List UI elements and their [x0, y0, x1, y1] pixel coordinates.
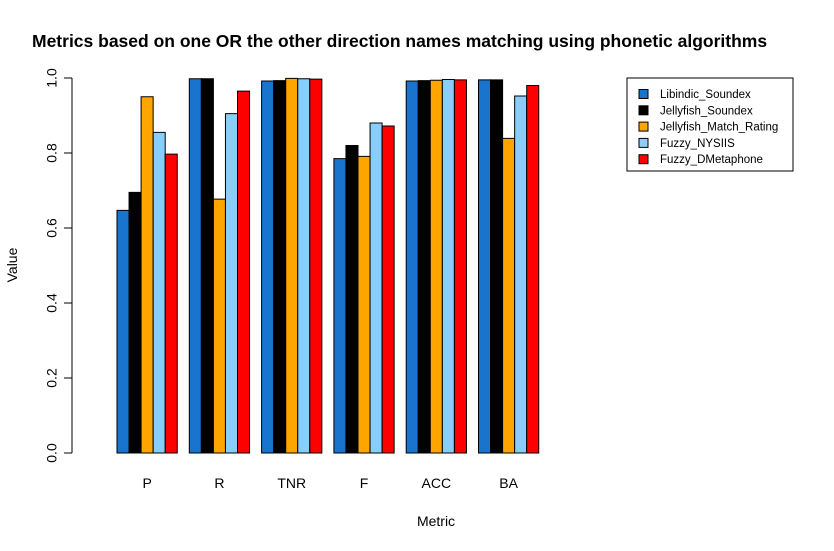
y-axis-label: Value [4, 247, 20, 282]
legend-swatch [638, 105, 649, 116]
y-tick-label: 0.8 [44, 143, 60, 163]
y-tick-label: 0.0 [44, 443, 60, 463]
legend-swatch [638, 121, 649, 132]
bar [417, 80, 431, 454]
bar [429, 79, 443, 454]
bar [369, 122, 383, 454]
legend-entry: Fuzzy_NYSIIS [660, 138, 735, 150]
legend-swatch [638, 89, 649, 99]
chart-title: Metrics based on one OR the other direct… [32, 31, 767, 51]
legend-entry: Libindic_Soundex [660, 89, 751, 101]
legend-entry: Jellyfish_Soundex [660, 105, 753, 117]
legend-entry: Fuzzy_DMetaphone [660, 154, 763, 166]
x-tick-labels: P R TNR F ACC BA [142, 475, 518, 491]
y-axis: 0.0 0.2 0.4 0.6 0.8 1.0 [44, 68, 73, 463]
y-tick-label: 1.0 [44, 68, 60, 88]
bar [188, 78, 202, 454]
x-tick-label: ACC [422, 475, 452, 491]
bar [514, 95, 528, 454]
bar [273, 80, 287, 454]
bar [357, 155, 371, 454]
legend-swatch [638, 137, 649, 148]
x-tick-label: F [360, 475, 369, 491]
bars-group [116, 77, 540, 454]
bar [261, 80, 275, 454]
legend-box [626, 77, 794, 172]
bar [333, 158, 347, 454]
bar [297, 78, 311, 454]
x-tick-label: BA [499, 475, 518, 491]
legend: Libindic_Soundex Jellyfish_Soundex Jellyfi… [626, 77, 794, 172]
y-tick-label: 0.6 [44, 218, 60, 238]
bar [140, 96, 154, 454]
bar [152, 131, 166, 454]
legend-swatch [638, 154, 649, 165]
bar [345, 145, 359, 454]
x-axis-label: Metric [417, 513, 455, 529]
bar [128, 191, 142, 454]
bar [309, 78, 323, 454]
bar [285, 77, 299, 454]
x-tick-label: R [214, 475, 224, 491]
bar [502, 137, 516, 454]
bar [381, 125, 395, 454]
bar [212, 198, 226, 454]
bar [164, 153, 178, 454]
y-tick-label: 0.4 [44, 293, 60, 313]
bar [490, 79, 504, 454]
bar [453, 79, 467, 454]
bar [405, 80, 419, 454]
x-tick-label: P [142, 475, 151, 491]
bar [526, 85, 540, 454]
bar [224, 113, 238, 454]
x-tick-label: TNR [277, 475, 306, 491]
bar [200, 78, 214, 454]
y-tick-label: 0.2 [44, 368, 60, 388]
bar [441, 79, 455, 454]
bar [116, 209, 130, 454]
bar [478, 79, 492, 454]
bar [237, 90, 251, 454]
legend-entry: Jellyfish_Match_Rating [660, 122, 778, 134]
